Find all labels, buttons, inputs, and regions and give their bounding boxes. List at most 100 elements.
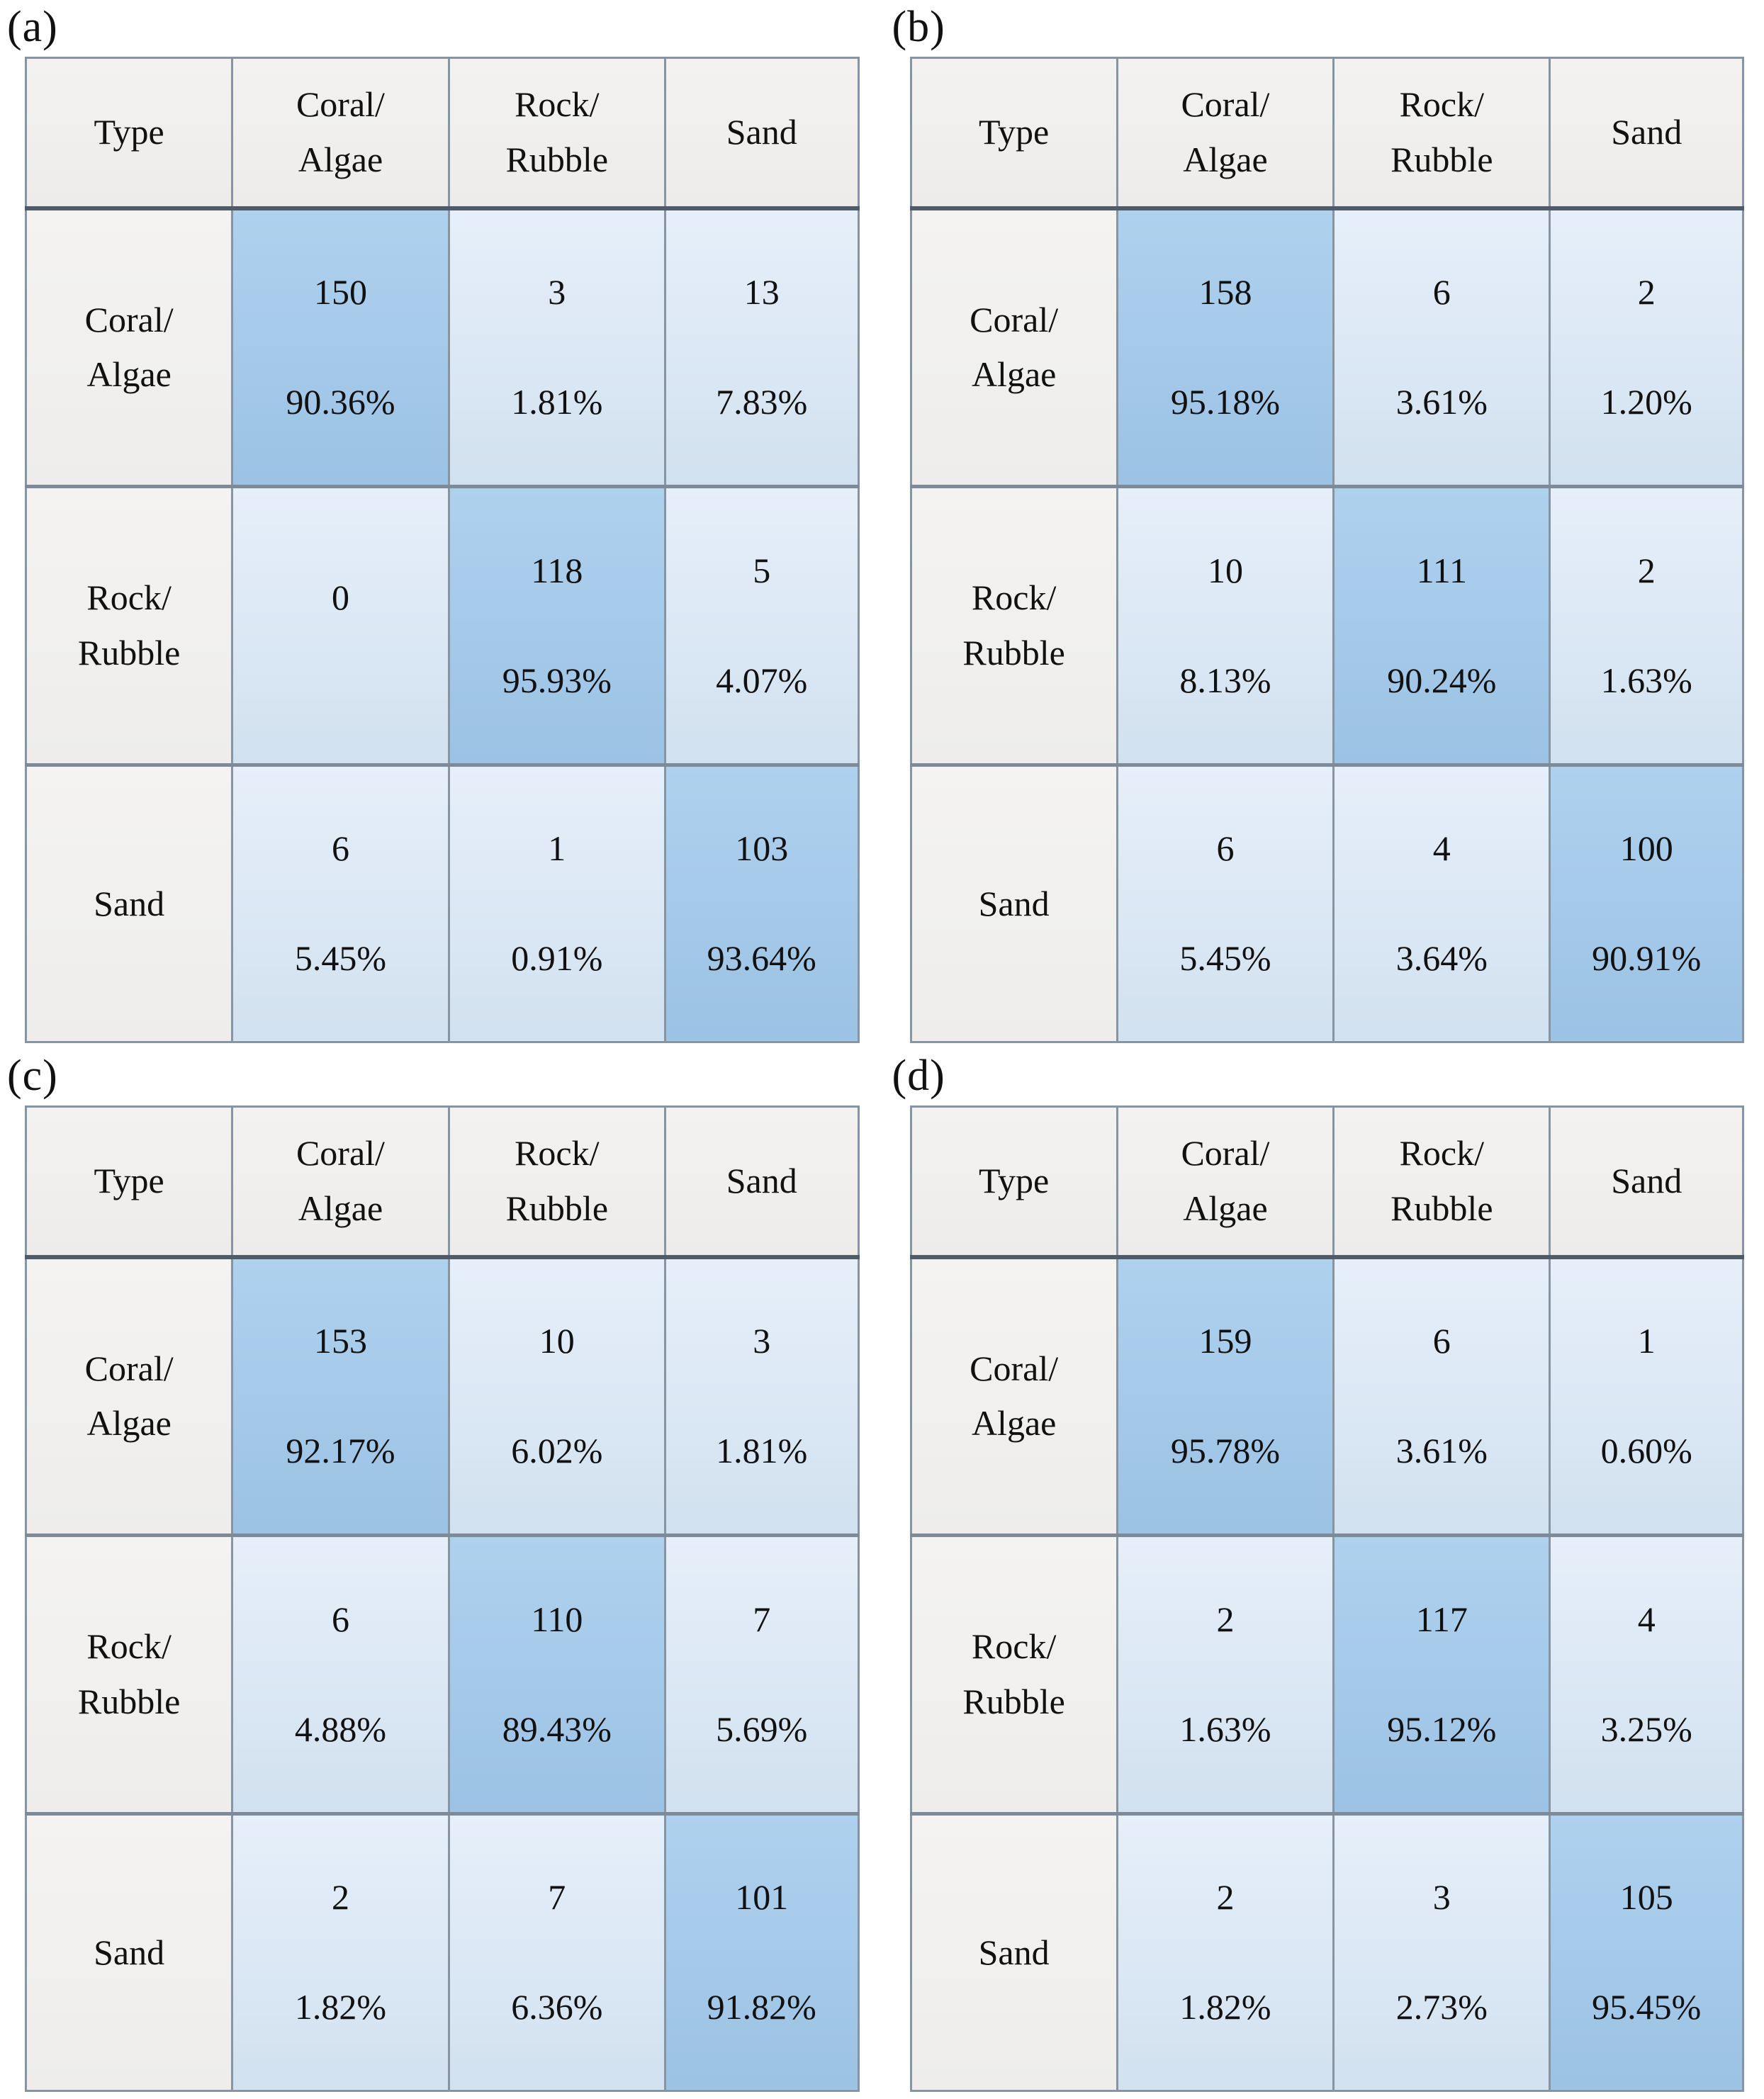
cell-percent: 0.91% (511, 938, 603, 978)
cell-percent: 1.81% (511, 382, 603, 422)
cell-percent: 1.63% (1600, 660, 1692, 700)
cell-percent: 4.88% (294, 1709, 387, 1749)
matrix-cell: 110 89.43% (447, 1534, 666, 1815)
matrix-cell: 2 1.63% (1549, 485, 1744, 766)
cell-count: 2 (1216, 1877, 1235, 1917)
cell-percent: 95.18% (1170, 382, 1281, 422)
matrix-cell: 13 7.83% (663, 206, 860, 488)
column-header: Coral/ Algae (231, 57, 450, 210)
cell-count: 6 (331, 1599, 349, 1639)
row-header: Rock/ Rubble (909, 485, 1118, 766)
cell-count: 103 (735, 828, 789, 868)
cell-percent: 3.61% (1395, 1431, 1488, 1470)
confusion-matrix-d: Type Coral/ Algae Rock/ Rubble Sand Cora… (909, 1105, 1744, 2092)
matrix-cell: 158 95.18% (1116, 206, 1335, 488)
cell-percent: 95.12% (1387, 1709, 1497, 1749)
cell-count: 111 (1416, 550, 1467, 590)
table-row: Rock/ Rubble 10 8.13% 111 90.24% 2 1.63% (909, 485, 1744, 766)
matrix-cell: 2 1.82% (1116, 1811, 1335, 2092)
cell-percent: 7.83% (716, 382, 808, 422)
cell-percent: 93.64% (707, 938, 816, 978)
table-row: Rock/ Rubble 2 1.63% 117 95.12% 4 3.25% (909, 1534, 1744, 1815)
panel-label: (b) (892, 3, 945, 51)
matrix-cell: 3 1.81% (447, 206, 666, 488)
panel-label: (a) (7, 3, 58, 51)
panel-b: (b) Type Coral/ Algae Rock/ Rubble Sand … (892, 3, 1744, 1043)
column-header: Sand (1549, 1105, 1744, 1259)
cell-percent: 4.07% (716, 660, 808, 700)
matrix-cell: 153 92.17% (231, 1255, 450, 1536)
column-header: Sand (663, 57, 860, 210)
cell-count: 5 (753, 550, 771, 590)
matrix-cell: 159 95.78% (1116, 1255, 1335, 1536)
row-header: Coral/ Algae (24, 206, 234, 488)
matrix-cell: 6 5.45% (1116, 762, 1335, 1043)
cell-percent: 5.45% (294, 938, 387, 978)
column-header: Rock/ Rubble (447, 57, 666, 210)
matrix-cell: 4 3.64% (1332, 762, 1551, 1043)
column-header: Type (24, 1105, 234, 1259)
cell-percent: 6.02% (511, 1431, 603, 1470)
matrix-cell: 2 1.20% (1549, 206, 1744, 488)
matrix-cell: 3 1.81% (663, 1255, 860, 1536)
cell-count: 6 (331, 828, 349, 868)
table-row: Coral/ Algae 158 95.18% 6 3.61% 2 1.20% (909, 206, 1744, 488)
matrix-cell: 7 5.69% (663, 1534, 860, 1815)
cell-percent: 3.25% (1600, 1709, 1692, 1749)
column-header: Rock/ Rubble (1332, 57, 1551, 210)
cell-count: 6 (1432, 1321, 1451, 1361)
cell-count: 4 (1637, 1599, 1656, 1639)
cell-count: 105 (1619, 1877, 1673, 1917)
cell-percent: 92.17% (286, 1431, 395, 1470)
row-header: Sand (909, 762, 1118, 1043)
table-row: Sand 6 5.45% 4 3.64% 100 90.91% (909, 762, 1744, 1043)
cell-count: 118 (531, 550, 583, 590)
cell-count: 2 (1637, 550, 1656, 590)
header-row: Type Coral/ Algae Rock/ Rubble Sand (24, 57, 860, 210)
cell-percent: 1.82% (1179, 1987, 1271, 2027)
cell-count: 1 (1637, 1321, 1656, 1361)
cell-count: 3 (548, 272, 566, 312)
cell-count: 3 (753, 1321, 771, 1361)
matrix-cell: 4 3.25% (1549, 1534, 1744, 1815)
confusion-matrix-c: Type Coral/ Algae Rock/ Rubble Sand Cora… (24, 1105, 860, 2092)
table-row: Sand 6 5.45% 1 0.91% 103 93.64% (24, 762, 860, 1043)
cell-percent: 3.64% (1395, 938, 1488, 978)
column-header: Sand (663, 1105, 860, 1259)
cell-percent: 95.78% (1170, 1431, 1281, 1470)
cell-count: 2 (1637, 272, 1656, 312)
panel-a: (a) Type Coral/ Algae Rock/ Rubble Sand … (7, 4, 860, 1043)
cell-percent: 0.60% (1600, 1431, 1692, 1470)
matrix-cell: 5 4.07% (663, 485, 860, 766)
matrix-cell: 103 93.64% (663, 762, 860, 1043)
table-row: Coral/ Algae 150 90.36% 3 1.81% 13 7.83% (24, 206, 860, 488)
panel-c: (c) Type Coral/ Algae Rock/ Rubble Sand … (7, 1052, 860, 2092)
cell-count: 10 (539, 1321, 575, 1361)
cell-count: 0 (331, 578, 349, 618)
cell-count: 158 (1198, 272, 1252, 312)
table-row: Rock/ Rubble 6 4.88% 110 89.43% 7 5.69% (24, 1534, 860, 1815)
column-header: Sand (1549, 57, 1744, 210)
matrix-cell: 100 90.91% (1549, 762, 1744, 1043)
cell-percent: 90.36% (286, 382, 395, 422)
cell-count: 117 (1415, 1599, 1468, 1639)
cell-percent: 95.45% (1592, 1987, 1702, 2027)
header-row: Type Coral/ Algae Rock/ Rubble Sand (909, 1105, 1744, 1259)
matrix-cell: 2 1.82% (231, 1811, 450, 2092)
cell-count: 101 (735, 1877, 789, 1917)
header-row: Type Coral/ Algae Rock/ Rubble Sand (24, 1105, 860, 1259)
cell-percent: 1.81% (716, 1431, 808, 1470)
cell-count: 2 (1216, 1599, 1235, 1639)
matrix-cell: 118 95.93% (447, 485, 666, 766)
table-row: Coral/ Algae 159 95.78% 6 3.61% 1 0.60% (909, 1255, 1744, 1536)
cell-count: 153 (313, 1321, 367, 1361)
panel-label: (c) (7, 1052, 58, 1100)
matrix-cell: 0 (231, 485, 450, 766)
cell-count: 6 (1432, 272, 1451, 312)
row-header: Sand (24, 1811, 234, 2092)
cell-count: 3 (1432, 1877, 1451, 1917)
row-header: Sand (909, 1811, 1118, 2092)
row-header: Rock/ Rubble (909, 1534, 1118, 1815)
cell-count: 159 (1198, 1321, 1252, 1361)
cell-count: 110 (531, 1599, 583, 1639)
